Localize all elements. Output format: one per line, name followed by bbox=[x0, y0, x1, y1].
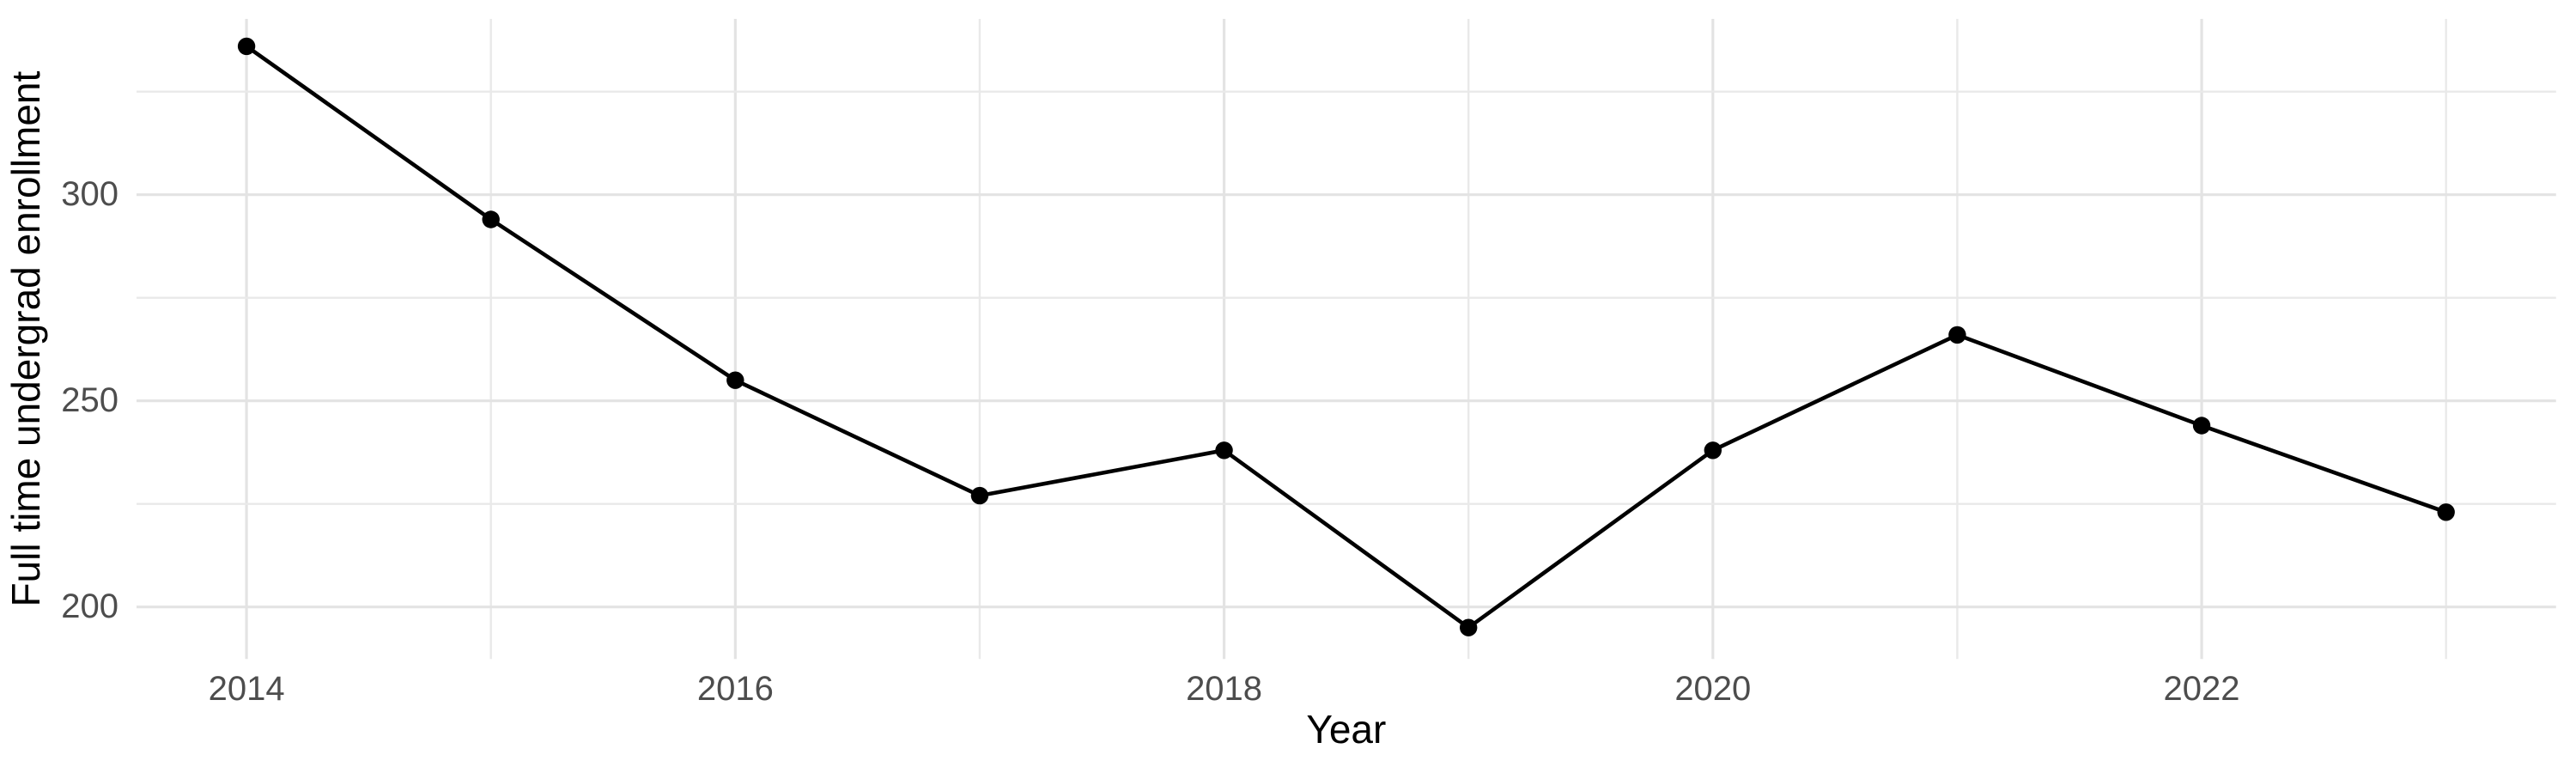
svg-text:2020: 2020 bbox=[1674, 670, 1751, 708]
svg-text:2014: 2014 bbox=[209, 670, 285, 708]
svg-text:250: 250 bbox=[61, 381, 118, 419]
svg-text:Year: Year bbox=[1306, 707, 1386, 752]
svg-text:2022: 2022 bbox=[2164, 670, 2240, 708]
svg-text:300: 300 bbox=[61, 175, 118, 213]
svg-text:200: 200 bbox=[61, 587, 118, 625]
svg-text:2018: 2018 bbox=[1186, 670, 1262, 708]
svg-text:2016: 2016 bbox=[697, 670, 774, 708]
svg-text:Full time undergrad enrollment: Full time undergrad enrollment bbox=[3, 70, 48, 606]
